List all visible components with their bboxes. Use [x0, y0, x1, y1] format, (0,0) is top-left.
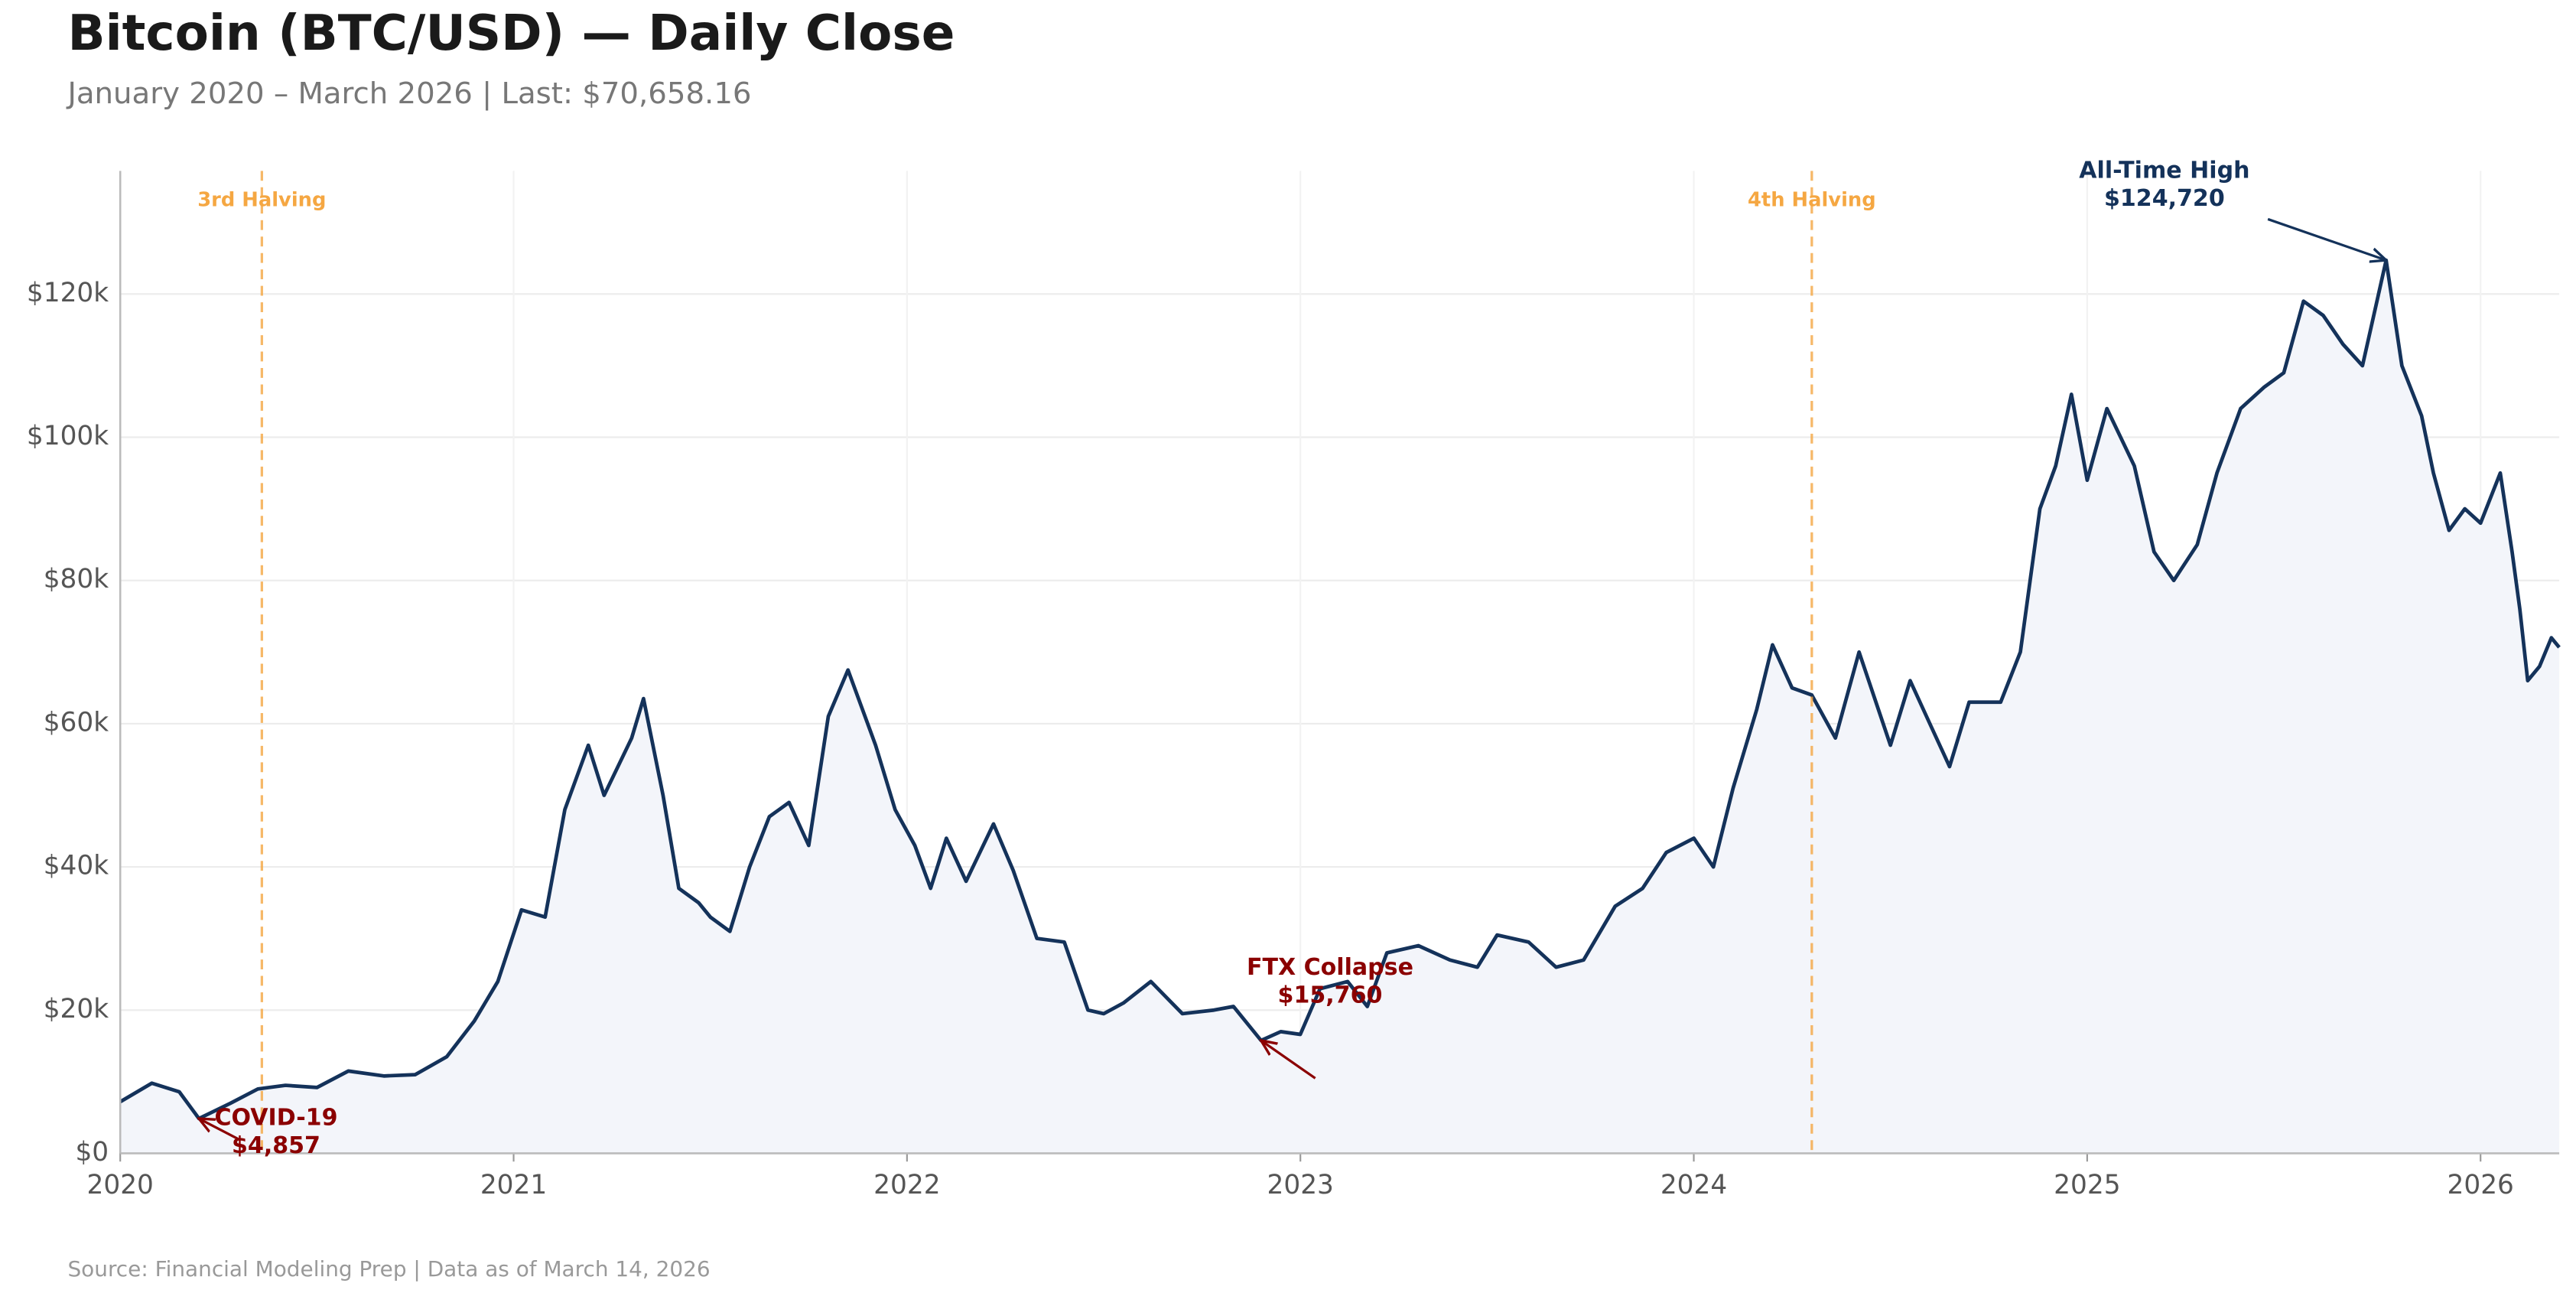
x-tick-label: 2023: [1267, 1170, 1334, 1200]
x-tick-label: 2021: [480, 1170, 547, 1200]
annotation-price: $124,720: [2104, 185, 2225, 212]
annotation-arrow: [2267, 217, 2386, 260]
price-line: [119, 258, 2561, 1121]
halving-label: 4th Halving: [1748, 188, 1876, 211]
x-tick-label: 2020: [86, 1170, 153, 1200]
y-tick-label: $20k: [44, 994, 109, 1024]
chart-subtitle: January 2020 – March 2026 | Last: $70,65…: [66, 77, 751, 111]
y-tick-label: $0: [75, 1137, 109, 1168]
annotation-label: FTX Collapse: [1247, 954, 1413, 981]
y-tick-label: $100k: [27, 421, 109, 451]
y-tick-label: $60k: [44, 707, 109, 738]
annotation-label: All-Time High: [2079, 158, 2249, 184]
x-tick-label: 2025: [2054, 1170, 2120, 1200]
y-tick-label: $80k: [44, 564, 109, 594]
annotation-arrow: [1261, 1041, 1316, 1080]
chart-title: Bitcoin (BTC/USD) — Daily Close: [67, 5, 955, 62]
annotation-price: $4,857: [232, 1132, 320, 1159]
area: [120, 260, 2560, 1154]
halving-label: 3rd Halving: [197, 188, 326, 211]
x-tick-label: 2026: [2448, 1170, 2514, 1200]
x-tick-label: 2022: [873, 1170, 940, 1200]
y-tick-label: $40k: [44, 851, 109, 881]
annotation-label: COVID-19: [214, 1105, 337, 1132]
annotation-price: $15,760: [1278, 982, 1383, 1008]
source-note: Source: Financial Modeling Prep | Data a…: [67, 1256, 710, 1282]
x-tick-label: 2024: [1660, 1170, 1727, 1200]
annotation-arrow: [199, 1119, 241, 1142]
y-tick-label: $120k: [27, 278, 109, 308]
